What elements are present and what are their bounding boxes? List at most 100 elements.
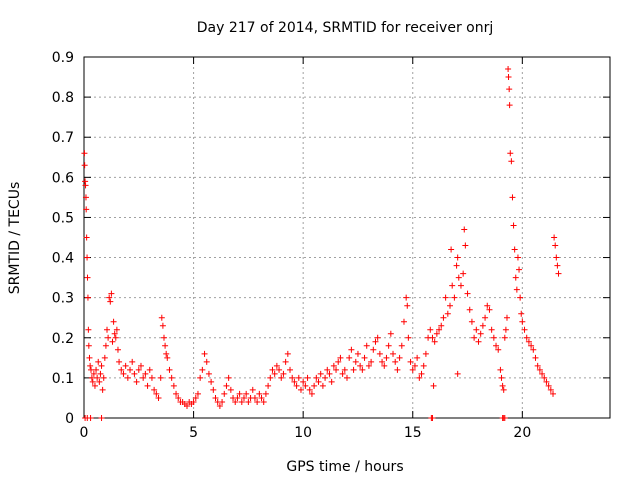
x-tick-label: 10: [294, 425, 312, 441]
data-point: [551, 234, 558, 241]
data-point: [88, 374, 95, 381]
data-point: [449, 282, 456, 289]
data-point: [539, 370, 546, 377]
data-point: [442, 294, 449, 301]
data-point: [81, 150, 88, 157]
data-point: [530, 346, 537, 353]
data-point: [122, 362, 129, 369]
grid-lines: [84, 57, 610, 418]
data-point: [427, 326, 434, 333]
data-point: [460, 270, 467, 277]
data-point: [512, 274, 519, 281]
y-tick-label: 0: [65, 411, 74, 427]
data-point: [484, 302, 491, 309]
data-point: [503, 314, 510, 321]
data-point: [85, 326, 92, 333]
data-point: [308, 390, 315, 397]
data-point: [98, 415, 105, 421]
data-point: [137, 362, 144, 369]
data-point: [471, 334, 478, 341]
data-point: [260, 398, 267, 405]
data-point: [461, 226, 468, 233]
data-point: [84, 254, 91, 261]
data-point: [519, 318, 526, 325]
data-point: [251, 394, 258, 401]
data-point: [104, 326, 111, 333]
data-point: [88, 366, 95, 373]
data-point: [390, 350, 397, 357]
data-point: [87, 362, 94, 369]
data-point: [420, 362, 427, 369]
data-point: [374, 334, 381, 341]
data-point: [133, 378, 140, 385]
data-point: [422, 350, 429, 357]
chart-title: Day 217 of 2014, SRMTID for receiver onr…: [197, 20, 494, 36]
y-tick-label: 0.8: [52, 90, 74, 106]
data-point: [269, 366, 276, 373]
data-point: [392, 358, 399, 365]
data-point: [109, 338, 116, 345]
data-point: [155, 394, 162, 401]
data-point: [254, 398, 261, 405]
data-point: [511, 246, 518, 253]
data-point: [313, 374, 320, 381]
data-point: [219, 398, 226, 405]
data-point: [82, 182, 89, 189]
data-point: [302, 382, 309, 389]
data-point: [493, 342, 500, 349]
data-points: [81, 66, 562, 421]
data-point: [118, 366, 125, 373]
data-point: [113, 326, 120, 333]
data-point: [83, 234, 90, 241]
axis-ticks: 0 5 10 15 20 0 0.1 0.2 0.3 0.4 0.5 0.6 0.7 0.8 0.9: [52, 50, 610, 441]
data-point: [507, 150, 514, 157]
data-point: [405, 334, 412, 341]
data-point: [381, 362, 388, 369]
data-point: [192, 394, 199, 401]
data-point: [114, 346, 121, 353]
y-tick-label: 0.1: [52, 371, 74, 387]
data-point: [436, 326, 443, 333]
data-point: [466, 306, 473, 313]
data-point: [158, 314, 165, 321]
data-point: [175, 394, 182, 401]
data-point: [505, 74, 512, 81]
data-point: [506, 102, 513, 109]
data-point: [297, 386, 304, 393]
data-point: [273, 362, 280, 369]
data-point: [131, 370, 138, 377]
data-point: [162, 342, 169, 349]
data-point: [84, 294, 91, 301]
data-point: [521, 326, 528, 333]
data-point: [322, 374, 329, 381]
data-point: [357, 362, 364, 369]
data-point: [400, 318, 407, 325]
data-point: [256, 390, 263, 397]
data-point: [396, 354, 403, 361]
data-point: [295, 374, 302, 381]
data-point: [97, 370, 104, 377]
data-point: [547, 386, 554, 393]
data-point: [532, 354, 539, 361]
data-point: [433, 330, 440, 337]
data-point: [495, 346, 502, 353]
data-point: [411, 362, 418, 369]
data-point: [98, 362, 105, 369]
data-point: [166, 366, 173, 373]
data-point: [164, 354, 171, 361]
x-tick-label: 5: [189, 425, 198, 441]
data-point: [144, 382, 151, 389]
data-point: [553, 254, 560, 261]
data-point: [205, 370, 212, 377]
data-point: [403, 294, 410, 301]
y-tick-label: 0.2: [52, 331, 74, 347]
data-point: [160, 334, 167, 341]
data-point: [354, 350, 361, 357]
data-point: [148, 374, 155, 381]
data-point: [267, 374, 274, 381]
data-point: [225, 374, 232, 381]
data-point: [429, 334, 436, 341]
data-point: [328, 378, 335, 385]
data-point: [112, 334, 119, 341]
